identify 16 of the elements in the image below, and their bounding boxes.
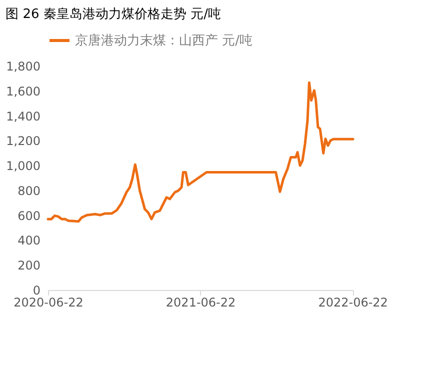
legend-label: 京唐港动力末煤：山西产 元/吨 bbox=[75, 34, 253, 48]
y-tick-label: 600 bbox=[18, 208, 40, 223]
y-tick-label: 1,000 bbox=[6, 159, 40, 174]
y-tick-label: 1,400 bbox=[6, 109, 40, 124]
x-tick-label: 2021-06-22 bbox=[166, 296, 236, 310]
y-tick-label: 200 bbox=[18, 258, 40, 273]
y-tick-label: 1,200 bbox=[6, 134, 40, 148]
x-tick-label: 2022-06-22 bbox=[318, 296, 388, 310]
line-series bbox=[46, 81, 354, 223]
y-tick-label: 1,600 bbox=[6, 84, 40, 98]
y-tick-label: 1,800 bbox=[6, 60, 40, 74]
y-tick-label: 0 bbox=[32, 284, 40, 298]
chart-title: 图 26 秦皇岛港动力煤价格走势 元/吨 bbox=[6, 7, 221, 22]
y-tick-label: 400 bbox=[18, 234, 40, 248]
x-tick-label: 2020-06-22 bbox=[14, 296, 84, 310]
y-tick-label: 800 bbox=[18, 184, 40, 198]
